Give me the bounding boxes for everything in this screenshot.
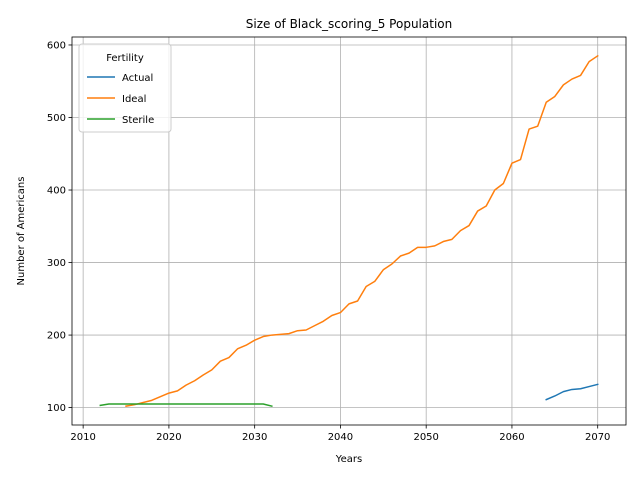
x-tick-label: 2020 bbox=[156, 432, 181, 443]
y-tick-label: 400 bbox=[47, 186, 66, 197]
y-tick-label: 200 bbox=[47, 331, 66, 342]
x-tick-label: 2010 bbox=[70, 432, 95, 443]
legend-title: Fertility bbox=[106, 53, 144, 64]
y-axis-label: Number of Americans bbox=[16, 177, 27, 286]
series-line-ideal bbox=[125, 54, 599, 408]
x-tick-label: 2050 bbox=[413, 432, 438, 443]
y-tick-label: 600 bbox=[47, 40, 66, 51]
gridlines bbox=[72, 37, 626, 425]
legend-frame bbox=[78, 43, 172, 133]
x-tick-label: 2030 bbox=[242, 432, 267, 443]
x-tick-label: 2060 bbox=[499, 432, 524, 443]
x-tick-label: 2040 bbox=[328, 432, 353, 443]
legend-label-ideal: Ideal bbox=[122, 94, 146, 105]
x-tick-label: 2070 bbox=[585, 432, 610, 443]
axis-ticks: 2010 2020 2030 2040 2050 2060 2070 100 200 300 400… bbox=[47, 40, 611, 443]
legend: Fertility Actual Ideal Sterile bbox=[78, 43, 172, 133]
legend-label-sterile: Sterile bbox=[122, 115, 154, 126]
series-line-actual bbox=[545, 383, 599, 401]
x-axis-label: Years bbox=[335, 454, 362, 465]
series-lines bbox=[99, 54, 599, 408]
y-tick-label: 300 bbox=[47, 258, 66, 269]
legend-label-actual: Actual bbox=[122, 73, 153, 84]
chart-title: Size of Black_scoring_5 Population bbox=[246, 17, 452, 31]
series-line-sterile bbox=[99, 403, 273, 408]
plot-frame bbox=[71, 36, 627, 426]
y-tick-label: 100 bbox=[47, 403, 66, 414]
y-tick-label: 500 bbox=[47, 113, 66, 124]
